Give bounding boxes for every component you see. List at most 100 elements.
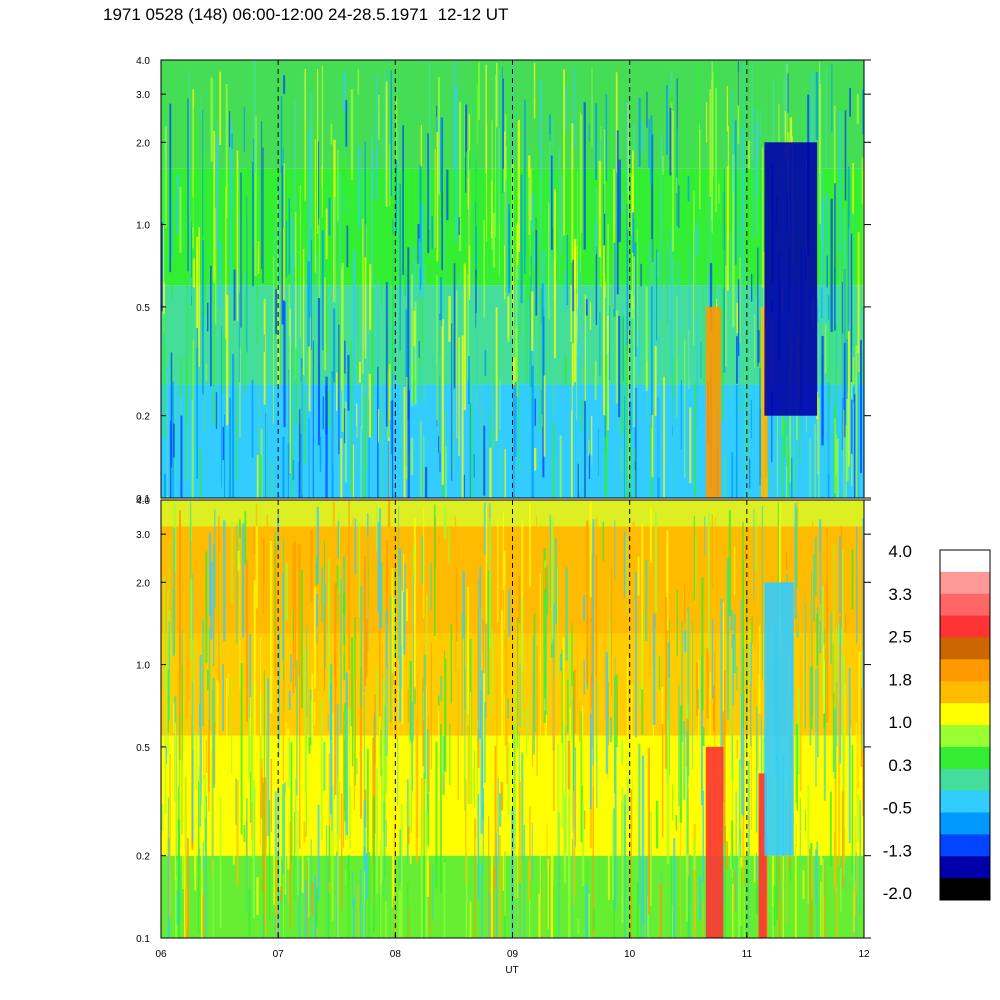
spectral-streak <box>414 301 417 405</box>
spectral-feature <box>705 306 722 498</box>
spectral-streak <box>561 649 563 743</box>
spectral-streak <box>421 204 424 300</box>
spectral-streak <box>254 115 257 276</box>
spectral-streak <box>836 660 838 747</box>
spectral-streak <box>316 506 319 584</box>
y-tick-label: 1.0 <box>136 661 150 672</box>
spectral-streak <box>564 270 566 312</box>
spectral-streak <box>550 261 553 349</box>
spectral-streak <box>458 217 460 235</box>
spectral-streak <box>213 544 215 667</box>
spectral-streak <box>370 136 374 296</box>
spectral-streak <box>303 77 306 121</box>
spectral-streak <box>282 148 284 229</box>
spectral-streak <box>492 212 496 268</box>
spectral-streak <box>208 627 211 730</box>
spectral-streak <box>291 218 293 292</box>
spectral-streak <box>413 379 416 402</box>
colorbar-segment <box>940 768 990 792</box>
spectral-streak <box>551 517 554 645</box>
colorbar-label: 1.8 <box>888 670 912 689</box>
spectral-streak <box>336 220 339 267</box>
spectral-streak <box>438 436 440 453</box>
colorbar-segment <box>940 790 990 814</box>
spectral-streak <box>588 893 590 938</box>
spectral-streak <box>252 138 254 248</box>
spectral-streak <box>301 797 304 893</box>
spectral-streak <box>573 671 575 792</box>
spectral-streak <box>590 454 593 478</box>
spectral-streak <box>185 87 187 250</box>
spectral-streak <box>861 157 864 205</box>
spectral-streak <box>696 222 699 256</box>
y-tick-label: 2.0 <box>136 578 150 589</box>
spectral-streak <box>575 155 578 295</box>
spectral-streak <box>340 578 342 734</box>
spectral-streak <box>666 241 669 370</box>
dashed-hour-lines <box>277 60 748 938</box>
spectral-streak <box>373 795 375 933</box>
spectral-streak <box>174 368 177 478</box>
spectral-streak <box>634 242 637 357</box>
spectral-streak <box>592 786 594 937</box>
colorbar-segment <box>940 593 990 617</box>
spectral-streak <box>438 695 440 712</box>
spectral-streak <box>308 317 311 412</box>
spectral-streak <box>504 448 506 498</box>
spectral-streak <box>195 731 197 790</box>
spectral-streak <box>444 505 447 539</box>
spectral-streak <box>606 315 609 431</box>
spectral-streak <box>404 114 406 144</box>
spectral-streak <box>539 814 541 897</box>
spectral-streak <box>826 255 828 288</box>
spectral-streak <box>651 414 654 478</box>
spectral-streak <box>481 862 483 938</box>
spectral-streak <box>434 148 437 248</box>
spectral-streak <box>467 586 469 726</box>
spectral-streak <box>573 67 575 150</box>
spectral-streak <box>529 263 531 406</box>
spectral-streak <box>210 265 212 387</box>
spectral-streak <box>572 259 575 312</box>
spectral-streak <box>431 216 433 249</box>
spectral-streak <box>820 827 823 865</box>
spectral-streak <box>629 401 632 431</box>
spectral-streak <box>497 518 499 623</box>
spectral-streak <box>413 310 416 347</box>
spectral-streak <box>741 128 744 283</box>
spectral-streak <box>519 194 521 335</box>
spectral-streak <box>364 556 367 687</box>
colorbar-label: 1.0 <box>888 713 912 732</box>
spectral-streak <box>750 686 752 831</box>
spectral-streak <box>804 580 807 603</box>
spectral-streak <box>757 247 759 367</box>
spectral-streak <box>855 722 858 853</box>
spectral-streak <box>846 338 848 399</box>
spectral-streak <box>377 366 379 498</box>
spectral-streak <box>251 685 254 858</box>
spectral-streak <box>833 543 835 693</box>
spectral-streak <box>202 394 203 416</box>
spectral-streak <box>331 785 334 921</box>
spectral-streak <box>196 236 199 349</box>
spectral-streak <box>285 721 287 771</box>
spectral-streak <box>468 114 471 151</box>
lower-panel-features <box>705 582 794 938</box>
spectral-streak <box>615 674 618 747</box>
spectral-streak <box>183 107 185 208</box>
spectral-streak <box>795 824 797 847</box>
spectral-streak <box>205 795 207 938</box>
spectral-streak <box>325 825 328 938</box>
spectral-streak <box>285 563 288 621</box>
spectral-streak <box>759 409 762 479</box>
spectral-streak <box>390 400 392 454</box>
spectral-streak <box>581 705 584 786</box>
spectral-streak <box>731 735 733 879</box>
spectral-streak <box>450 624 453 704</box>
spectral-streak <box>398 890 401 938</box>
spectral-streak <box>204 315 206 434</box>
spectral-streak <box>167 670 169 733</box>
spectral-streak <box>392 844 395 898</box>
spectral-streak <box>291 339 293 498</box>
spectral-streak <box>489 447 492 498</box>
